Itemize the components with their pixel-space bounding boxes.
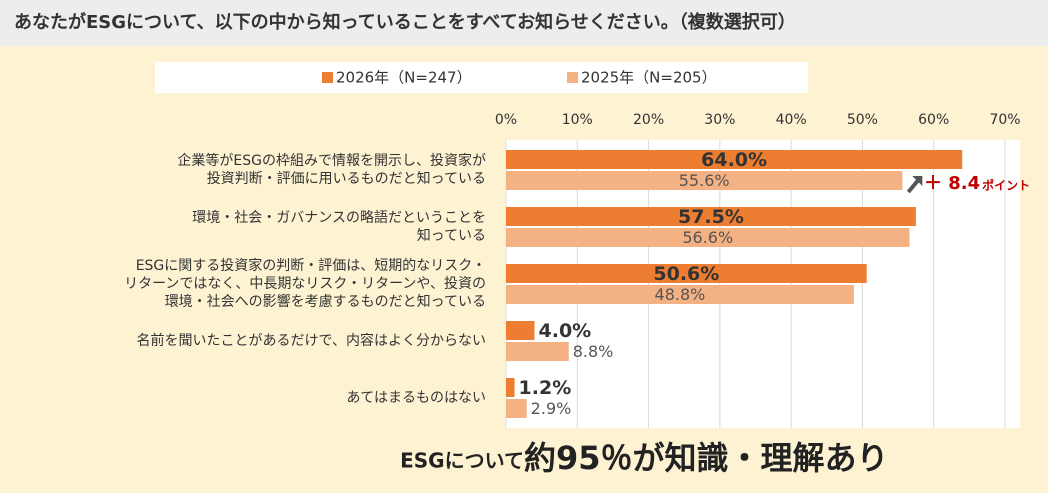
- legend-box: [155, 62, 808, 93]
- footer-prefix: ESGについて: [400, 449, 524, 473]
- value-label: 50.6%: [653, 263, 719, 285]
- x-tick-label: 40%: [776, 112, 807, 128]
- x-tick-label: 70%: [989, 112, 1020, 128]
- category-label: 知っている: [417, 227, 486, 244]
- chart-title: あなたがESGについて、以下の中から知っていることをすべてお知らせください。（複…: [14, 11, 796, 33]
- bar: [506, 150, 963, 169]
- bar: [506, 171, 903, 190]
- x-tick-label: 60%: [918, 112, 949, 128]
- x-tick-label: 0%: [495, 112, 517, 128]
- value-label: 57.5%: [678, 206, 744, 228]
- x-tick-label: 50%: [847, 112, 878, 128]
- category-label: 投資判断・評価に用いるものだと知っている: [207, 170, 486, 187]
- annotation: ＋ 8.4: [924, 173, 980, 194]
- category-label: リターンではなく、中長期なリスク・リターンや、投資の: [124, 276, 486, 292]
- category-label: あてはまるものはない: [347, 390, 486, 406]
- value-label: 8.8%: [573, 342, 614, 361]
- legend-label: 2026年（N=247）: [336, 69, 472, 87]
- x-tick-label: 10%: [562, 112, 593, 128]
- category-label: ESGに関する投資家の判断・評価は、短期的なリスク・: [136, 257, 486, 274]
- bar: [506, 342, 569, 361]
- value-label: 55.6%: [679, 171, 730, 190]
- bar: [506, 285, 854, 304]
- value-label: 64.0%: [701, 149, 767, 171]
- x-tick-label: 20%: [633, 112, 664, 128]
- legend-marker: [567, 72, 578, 83]
- bar: [506, 321, 535, 340]
- bar: [506, 378, 515, 397]
- category-label: 名前を聞いたことがあるだけで、内容はよく分からない: [137, 332, 486, 349]
- legend-label: 2025年（N=205）: [581, 69, 717, 87]
- header-band: [0, 0, 1048, 46]
- value-label: 48.8%: [655, 285, 706, 304]
- footer-emphasis: 約95％が知識・理解あり: [524, 439, 889, 477]
- bar: [506, 399, 527, 418]
- annotation-unit: ポイント: [982, 178, 1030, 193]
- category-label: 環境・社会への影響を考慮するものだと知っている: [165, 293, 486, 310]
- value-label: 1.2%: [519, 377, 572, 399]
- bar: [506, 207, 916, 226]
- annotation-arrow: [906, 178, 920, 194]
- x-tick-label: 30%: [704, 112, 735, 128]
- value-label: 2.9%: [531, 399, 572, 418]
- annotation-arrowhead: [912, 176, 923, 186]
- category-label: 環境・社会・ガバナンスの略語だということを: [192, 210, 486, 226]
- category-label: 企業等がESGの枠組みで情報を開示し、投資家が: [177, 152, 486, 169]
- bar: [506, 228, 910, 247]
- bar: [506, 264, 867, 283]
- legend-marker: [322, 72, 333, 83]
- value-label: 56.6%: [682, 228, 733, 247]
- value-label: 4.0%: [539, 320, 592, 342]
